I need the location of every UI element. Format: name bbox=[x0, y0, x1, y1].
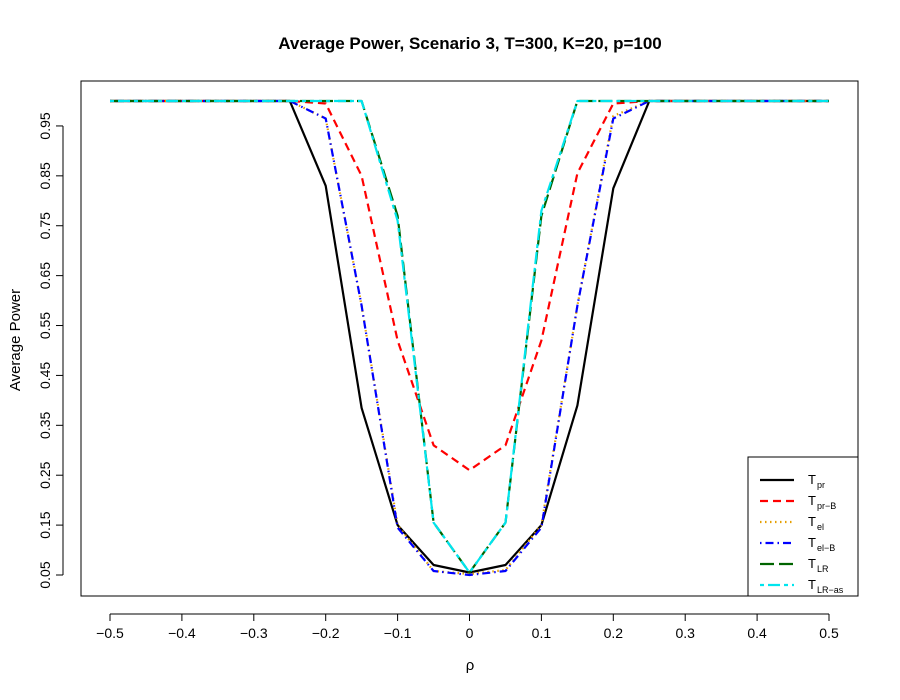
legend-label-pr: Tpr bbox=[808, 472, 825, 490]
series-line-T-el bbox=[110, 99, 829, 576]
y-tick-label: 0.85 bbox=[37, 162, 53, 189]
series-line-T-LR bbox=[110, 99, 829, 574]
x-tick-label: 0.5 bbox=[819, 625, 839, 641]
y-tick-label: 0.65 bbox=[37, 262, 53, 289]
y-tick-label: 0.45 bbox=[37, 362, 53, 389]
y-tick-label: 0.15 bbox=[37, 511, 53, 538]
legend-label-LR−as: TLR−as bbox=[808, 577, 844, 595]
y-tick-label: 0.75 bbox=[37, 212, 53, 239]
series-line-T-pr bbox=[110, 99, 829, 574]
y-tick-label: 0.35 bbox=[37, 411, 53, 438]
x-tick-label: −0.5 bbox=[96, 625, 124, 641]
x-tick-label: −0.3 bbox=[240, 625, 268, 641]
y-axis-label: Average Power bbox=[7, 289, 24, 391]
y-axis: 0.05 0.15 0.25 0.35 0.45 0.55 0.65 0.75 0.85 0.95 bbox=[37, 112, 64, 589]
legend-label-el: Tel bbox=[808, 514, 824, 532]
y-tick-label: 0.25 bbox=[37, 461, 53, 488]
legend: Tpr Tpr−B Tel Tel−B TLR TLR−as bbox=[747, 456, 859, 597]
series-line-T-pr−B bbox=[110, 99, 829, 472]
x-tick-label: −0.2 bbox=[312, 625, 340, 641]
legend-label-LR: TLR bbox=[808, 556, 829, 574]
x-axis-label: ρ bbox=[466, 657, 475, 674]
legend-box bbox=[747, 456, 859, 597]
x-tick-label: 0.2 bbox=[604, 625, 624, 641]
x-tick-label: 0.3 bbox=[675, 625, 695, 641]
series-line-T-el−B bbox=[110, 99, 829, 577]
plot-frame bbox=[80, 80, 859, 597]
x-axis: −0.5 −0.4 −0.3 −0.2 −0.1 0 0.1 0.2 0.3 0.4 0.5 bbox=[96, 613, 839, 641]
chart-title: Average Power, Scenario 3, T=300, K=20, … bbox=[278, 34, 662, 53]
y-tick-label: 0.05 bbox=[37, 561, 53, 588]
x-tick-label: −0.4 bbox=[168, 625, 196, 641]
x-tick-label: 0.1 bbox=[532, 625, 552, 641]
series-lines bbox=[110, 99, 829, 577]
y-tick-label: 0.55 bbox=[37, 312, 53, 339]
y-tick-label: 0.95 bbox=[37, 112, 53, 139]
legend-label-pr−B: Tpr−B bbox=[808, 493, 836, 511]
legend-label-el−B: Tel−B bbox=[808, 535, 835, 553]
x-tick-label: 0.4 bbox=[747, 625, 767, 641]
series-line-T-LR−as bbox=[110, 99, 829, 574]
x-tick-label: 0 bbox=[466, 625, 474, 641]
x-tick-label: −0.1 bbox=[384, 625, 412, 641]
